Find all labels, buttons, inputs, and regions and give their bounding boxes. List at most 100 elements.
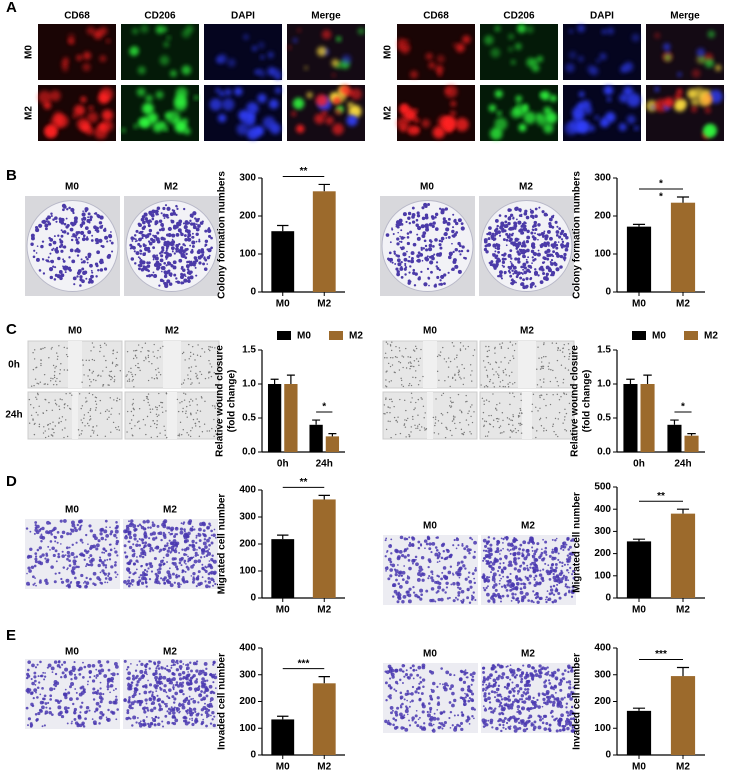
cell — [202, 541, 207, 546]
colony — [546, 253, 551, 258]
cell — [179, 710, 181, 713]
cell — [452, 544, 455, 547]
cell — [30, 702, 34, 707]
cell — [467, 699, 471, 703]
cell — [129, 717, 132, 720]
colony — [171, 209, 174, 212]
cell — [154, 547, 156, 549]
cell — [545, 671, 549, 676]
cell — [130, 410, 133, 413]
colony — [72, 233, 75, 236]
colony — [203, 267, 208, 271]
cell — [455, 547, 458, 550]
cell — [492, 537, 496, 540]
cell — [67, 554, 71, 558]
wound-gap — [167, 392, 177, 439]
cell — [432, 723, 435, 726]
cell — [73, 556, 76, 559]
cell — [83, 374, 85, 376]
cell — [111, 377, 114, 379]
cell — [131, 548, 135, 553]
cell — [60, 543, 62, 545]
colony — [163, 274, 168, 279]
colony — [555, 243, 559, 247]
cell — [448, 673, 452, 677]
cell — [189, 679, 193, 683]
cell — [201, 576, 204, 579]
cell — [198, 685, 201, 688]
cell — [175, 565, 179, 569]
cell — [504, 356, 506, 359]
cell — [187, 377, 189, 380]
cell — [488, 701, 492, 704]
cell — [67, 691, 71, 695]
cell — [403, 548, 408, 552]
cell — [212, 681, 215, 684]
cell — [188, 687, 191, 690]
colony — [197, 249, 201, 253]
cell — [211, 427, 213, 430]
cell — [116, 351, 118, 354]
cell — [188, 543, 192, 547]
colony — [148, 219, 152, 223]
cell — [391, 709, 394, 712]
cell — [64, 667, 69, 672]
colony — [139, 244, 142, 248]
colony — [160, 237, 163, 240]
cell — [194, 359, 196, 361]
colony — [516, 273, 520, 277]
colony — [492, 243, 497, 248]
cell — [561, 561, 564, 565]
colony — [182, 222, 186, 225]
cell — [206, 430, 208, 432]
cell — [147, 722, 150, 726]
cell — [110, 431, 112, 433]
cell — [89, 577, 92, 581]
colony — [495, 262, 499, 267]
cell — [518, 711, 522, 715]
cell — [49, 423, 51, 425]
colony — [73, 216, 78, 221]
cell — [207, 576, 211, 580]
cell — [522, 540, 527, 545]
colony — [438, 252, 443, 256]
cell — [126, 582, 130, 585]
colony — [555, 246, 559, 250]
colony — [80, 258, 83, 261]
cell — [409, 701, 412, 703]
cell-signal — [634, 126, 639, 131]
cell — [87, 550, 90, 553]
cell — [45, 530, 49, 534]
cell — [32, 418, 34, 420]
cell — [45, 559, 49, 564]
colony — [520, 224, 524, 228]
cell — [197, 344, 199, 346]
cell — [453, 358, 456, 360]
cell — [533, 594, 536, 596]
cell — [505, 686, 509, 690]
cell-signal — [82, 63, 91, 72]
cell — [107, 384, 109, 386]
cell — [166, 570, 171, 575]
cell — [521, 423, 523, 426]
cell — [73, 707, 78, 712]
cell — [525, 727, 529, 731]
colony — [175, 232, 180, 237]
cell — [409, 666, 413, 670]
cell — [484, 366, 486, 368]
cell — [551, 563, 555, 566]
cell — [417, 691, 420, 695]
cell-signal — [99, 26, 108, 36]
cell — [34, 560, 38, 564]
cell — [468, 410, 470, 412]
cell — [548, 674, 552, 677]
cell — [494, 352, 496, 354]
cell — [142, 723, 146, 727]
cell-signal — [72, 113, 77, 119]
colony — [514, 257, 518, 261]
cell — [128, 535, 133, 540]
cell — [558, 561, 562, 564]
colony — [82, 234, 86, 237]
cell — [471, 675, 475, 678]
colony — [167, 232, 172, 238]
